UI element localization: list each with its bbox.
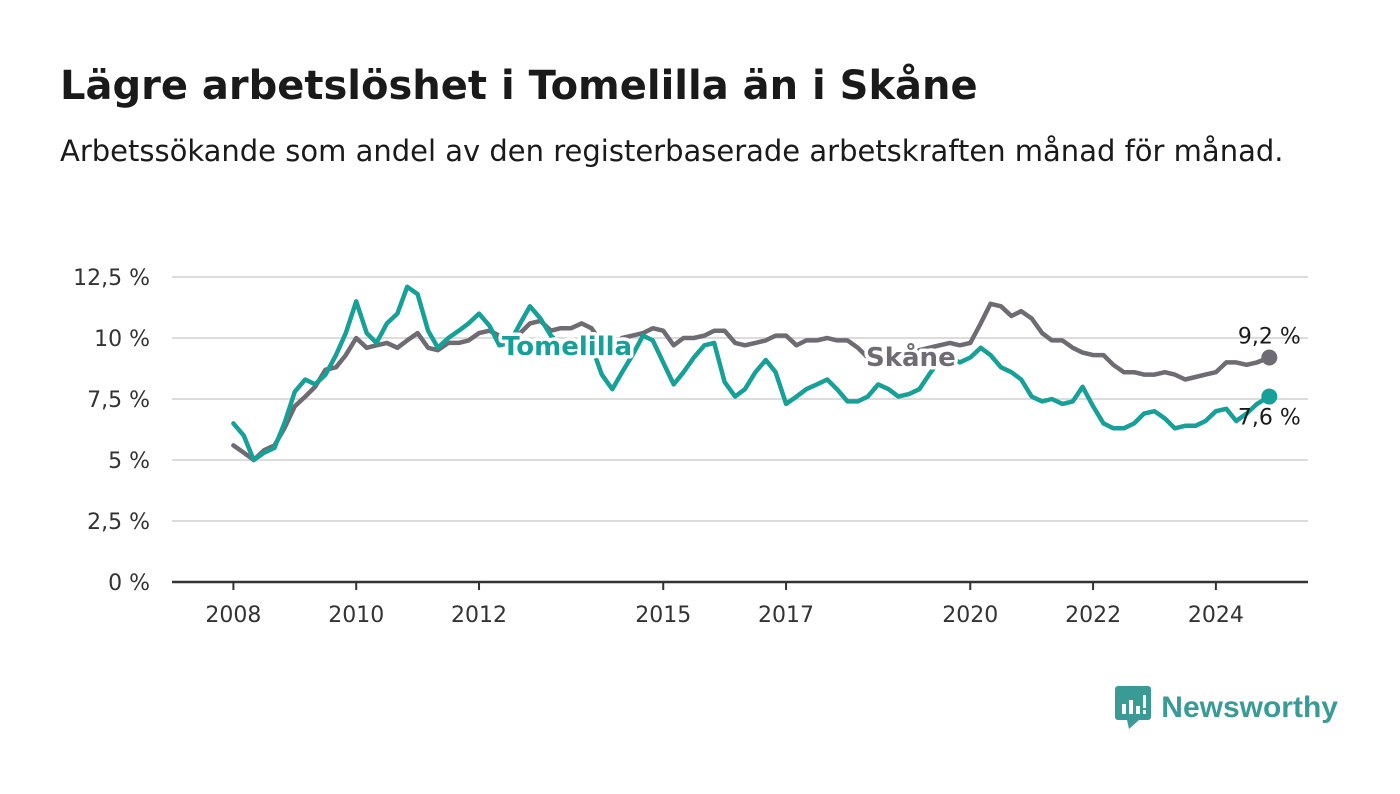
y-tick-label: 10 % xyxy=(94,327,150,352)
chart-subtitle: Arbetssökande som andel av den registerb… xyxy=(60,134,1284,168)
tomelilla-end-point xyxy=(1261,388,1278,405)
x-tick-label: 2024 xyxy=(1188,603,1244,628)
x-tick-label: 2008 xyxy=(205,603,261,628)
sk-ne-line xyxy=(231,301,1272,463)
skane-series-label: Skåne xyxy=(866,341,956,373)
newsworthy-logo-icon xyxy=(1115,686,1152,729)
x-tick-label: 2010 xyxy=(328,603,384,628)
series-labels: 9,2 % 7,6 % Tomelilla Skåne xyxy=(499,325,1301,431)
x-axis-ticks: 2008 2010 2012 2015 2017 2020 2022 2024 xyxy=(205,582,1244,628)
y-tick-label: 7,5 % xyxy=(87,388,150,413)
x-tick-label: 2022 xyxy=(1065,603,1121,628)
tomelilla-end-value: 7,6 % xyxy=(1238,406,1301,431)
series-lines xyxy=(231,284,1278,463)
chart-title: Lägre arbetslöshet i Tomelilla än i Skån… xyxy=(60,63,978,109)
tomelilla-line xyxy=(231,284,1272,463)
x-tick-label: 2015 xyxy=(635,603,691,628)
sk-ne-end-point xyxy=(1261,349,1278,366)
grid-lines xyxy=(172,276,1308,522)
y-tick-label: 0 % xyxy=(108,571,150,596)
y-tick-label: 12,5 % xyxy=(73,266,150,291)
x-tick-label: 2017 xyxy=(758,603,814,628)
skane-end-value: 9,2 % xyxy=(1238,325,1301,350)
tomelilla-series-label: Tomelilla xyxy=(502,332,632,362)
brand-name: Newsworthy xyxy=(1161,691,1338,724)
y-axis-ticks: 0 % 2,5 % 5 % 7,5 % 10 % 12,5 % xyxy=(73,266,150,596)
y-tick-label: 2,5 % xyxy=(87,510,150,535)
y-tick-label: 5 % xyxy=(108,449,150,474)
x-tick-label: 2012 xyxy=(451,603,507,628)
x-tick-label: 2020 xyxy=(942,603,998,628)
newsworthy-brand: Newsworthy xyxy=(1115,686,1338,730)
